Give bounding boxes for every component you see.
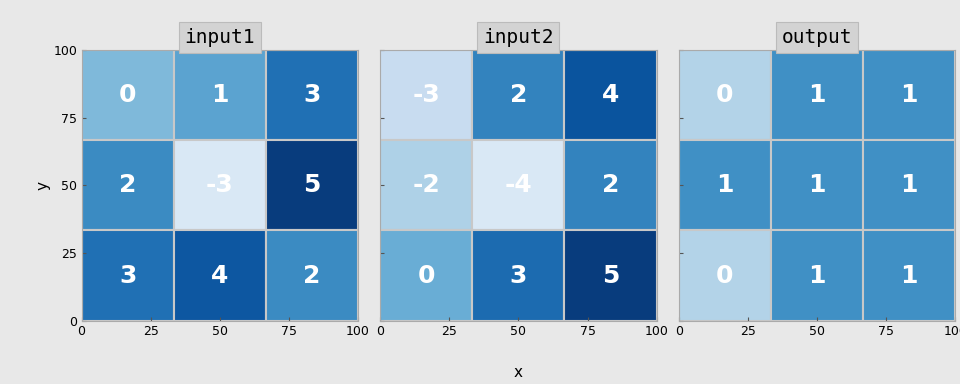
Bar [564, 230, 657, 321]
Text: 5: 5 [602, 263, 619, 288]
Bar [472, 230, 564, 321]
Bar [174, 140, 266, 230]
Text: 1: 1 [808, 83, 826, 107]
Text: 1: 1 [900, 173, 918, 197]
Bar [266, 50, 358, 140]
Bar [82, 50, 174, 140]
Text: 1: 1 [211, 83, 228, 107]
Text: -3: -3 [413, 83, 440, 107]
Text: 2: 2 [303, 263, 321, 288]
Bar [380, 230, 472, 321]
Bar [771, 230, 863, 321]
Text: 0: 0 [418, 263, 435, 288]
Text: 4: 4 [602, 83, 619, 107]
Title: input1: input1 [184, 28, 255, 47]
Text: x: x [514, 365, 523, 380]
Text: 3: 3 [303, 83, 321, 107]
Text: 0: 0 [716, 83, 733, 107]
Bar [771, 140, 863, 230]
Bar [863, 140, 955, 230]
Bar [472, 50, 564, 140]
Text: 2: 2 [510, 83, 527, 107]
Bar [380, 50, 472, 140]
Text: 1: 1 [716, 173, 733, 197]
Text: 1: 1 [900, 83, 918, 107]
Bar [679, 140, 771, 230]
Bar [863, 50, 955, 140]
Text: 4: 4 [211, 263, 228, 288]
Bar [266, 140, 358, 230]
Text: -2: -2 [413, 173, 440, 197]
Text: -3: -3 [206, 173, 233, 197]
Bar [472, 140, 564, 230]
Text: 1: 1 [900, 263, 918, 288]
Bar [82, 140, 174, 230]
Bar [679, 50, 771, 140]
Text: 0: 0 [119, 83, 136, 107]
Title: input2: input2 [483, 28, 554, 47]
Bar [174, 230, 266, 321]
Bar [82, 230, 174, 321]
Text: 0: 0 [716, 263, 733, 288]
Text: 2: 2 [602, 173, 619, 197]
Text: 5: 5 [303, 173, 321, 197]
Bar [863, 230, 955, 321]
Text: 2: 2 [119, 173, 136, 197]
Bar [266, 230, 358, 321]
Bar [771, 50, 863, 140]
Title: output: output [781, 28, 852, 47]
Text: 3: 3 [119, 263, 136, 288]
Text: 3: 3 [510, 263, 527, 288]
Text: 1: 1 [808, 173, 826, 197]
Bar [174, 50, 266, 140]
Bar [679, 230, 771, 321]
Bar [564, 50, 657, 140]
Text: 1: 1 [808, 263, 826, 288]
Text: -4: -4 [505, 173, 532, 197]
Y-axis label: y: y [36, 181, 51, 190]
Bar [380, 140, 472, 230]
Bar [564, 140, 657, 230]
